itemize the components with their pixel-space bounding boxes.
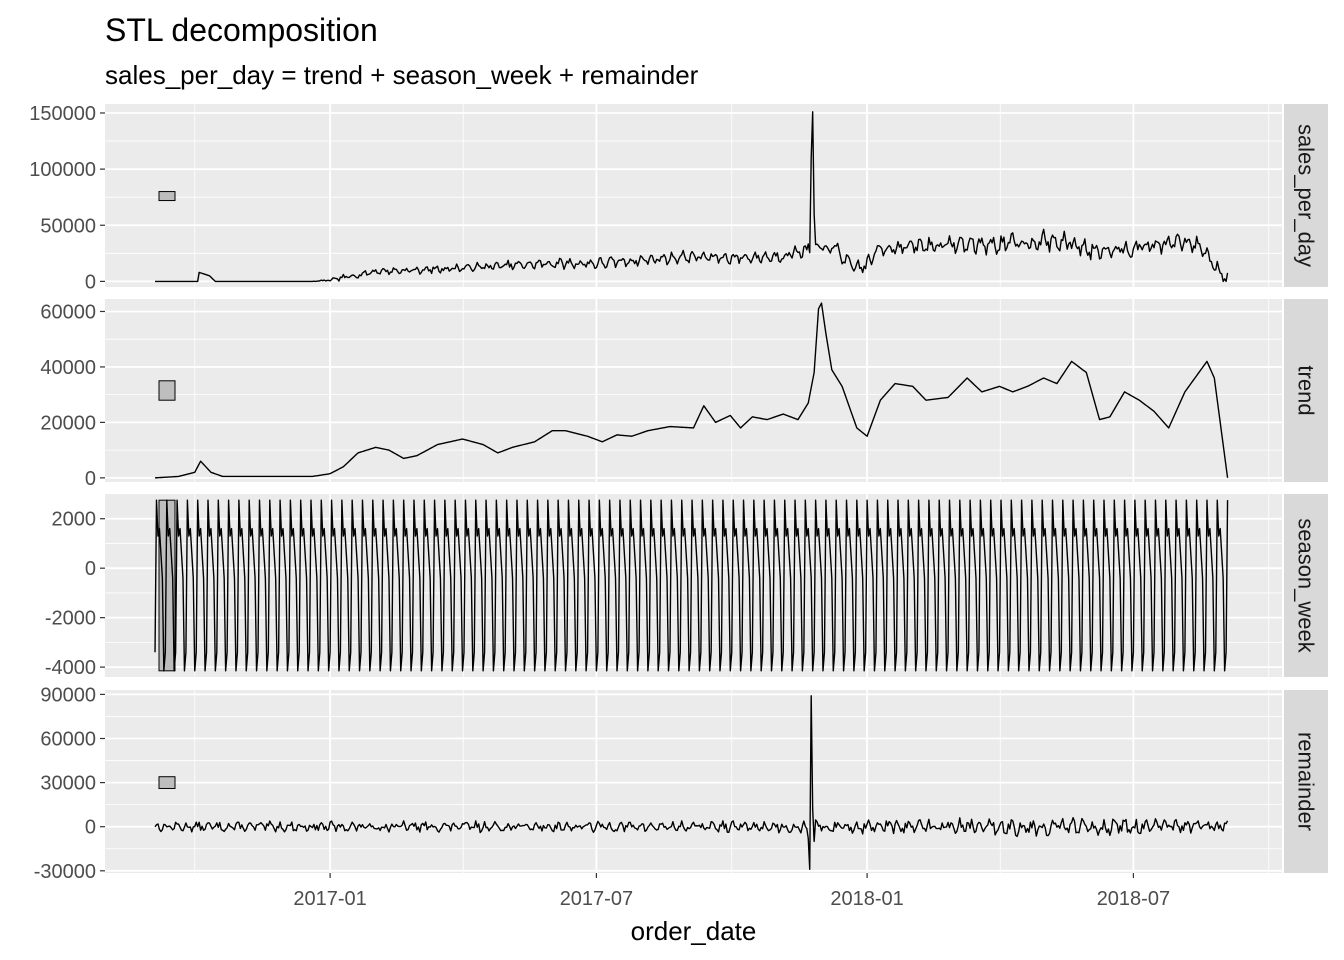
scale-bar: [158, 191, 176, 202]
scale-bar: [158, 776, 176, 789]
x-tick-label: 2017-01: [293, 888, 366, 910]
y-tick-label: 60000: [40, 729, 96, 751]
y-tick-label: 150000: [29, 103, 96, 125]
y-tick-label: 0: [85, 817, 96, 839]
facet-strip-label: sales_per_day: [1294, 124, 1319, 267]
panel-sales_per_day: 0 50000 100000 150000 sales_per_day: [29, 103, 1328, 293]
panel-background: [105, 299, 1282, 482]
y-tick-label: 0: [85, 468, 96, 490]
y-tick-label: -30000: [34, 861, 96, 883]
facet-strip: [1284, 299, 1328, 482]
y-tick-label: 60000: [40, 301, 96, 323]
x-tick-label: 2017-07: [560, 888, 633, 910]
y-tick-label: 100000: [29, 159, 96, 181]
series-line-sales_per_day: [155, 111, 1229, 283]
y-tick-label: 30000: [40, 773, 96, 795]
y-tick-label: 40000: [40, 357, 96, 379]
y-tick-label: 0: [85, 558, 96, 580]
y-tick-label: 50000: [40, 215, 96, 237]
facet-strip: [1284, 494, 1328, 677]
facet-strip-label: remainder: [1294, 732, 1319, 831]
facet-strip: [1284, 104, 1328, 287]
scale-bar: [158, 380, 176, 401]
chart-subtitle: sales_per_day = trend + season_week + re…: [105, 60, 699, 90]
x-tick-label: 2018-01: [830, 888, 903, 910]
facet-strip: [1284, 690, 1328, 873]
panel-background: [105, 690, 1282, 873]
panel-season_week: -4000 -2000 0 2000 season_week: [45, 494, 1328, 679]
chart-title: STL decomposition: [105, 12, 378, 48]
panel-remainder: -30000 0 30000 60000 90000 remainder: [34, 684, 1328, 883]
y-tick-label: 90000: [40, 684, 96, 706]
facet-strip-label: trend: [1294, 365, 1319, 415]
x-tick-label: 2018-07: [1097, 888, 1170, 910]
series-line-remainder: [154, 695, 1229, 871]
y-tick-label: 0: [85, 271, 96, 293]
y-tick-label: -4000: [45, 657, 96, 679]
panel-trend: 0 20000 40000 60000 trend: [40, 299, 1328, 490]
y-tick-label: 2000: [52, 509, 97, 531]
series-line-season_week: [154, 499, 1229, 672]
series-line-trend: [154, 302, 1229, 479]
x-axis-title: order_date: [631, 916, 757, 946]
facet-strip-label: season_week: [1294, 518, 1319, 654]
panel-background: [105, 104, 1282, 287]
y-tick-label: 20000: [40, 412, 96, 434]
y-tick-label: -2000: [45, 608, 96, 630]
